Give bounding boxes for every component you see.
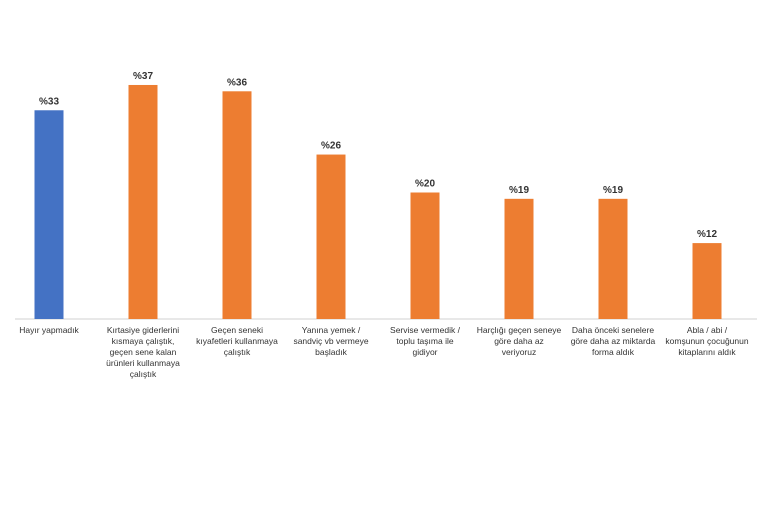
category-label-line: kitaplarını aldık [678,347,736,357]
bar-4 [316,154,346,319]
category-label-line: göre daha az miktarda [571,336,656,346]
category-label-line: Abla / abi / [687,325,728,335]
category-label-line: ürünleri kullanmaya [106,358,180,368]
bar-value-label-7: %19 [603,185,623,196]
bar-value-label-6: %19 [509,185,529,196]
bars-layer [34,84,722,320]
category-label-line: Servise vermedik / [390,325,461,335]
category-label-line: Daha önceki senelere [572,325,654,335]
category-label-5: Servise vermedik / toplu taşıma ile gidiyo… [390,325,461,357]
category-label-line: kısmaya çalıştık, [112,336,175,346]
category-label-6: Harçlığı geçen seneye göre daha az veriyor… [477,325,562,357]
category-label-line: komşunun çocuğunun [665,336,748,346]
bar-value-label-2: %37 [133,71,153,82]
bar-3 [222,91,252,319]
bar-value-label-1: %33 [39,96,59,107]
bar-2 [128,84,158,319]
category-label-line: kıyafetleri kullanmaya [196,336,278,346]
category-label-line: başladık [315,347,347,357]
category-label-7: Daha önceki senelere göre daha az miktard… [571,325,656,357]
category-label-line: Kırtasiye giderlerini [107,325,179,335]
bar-value-label-3: %36 [227,77,247,88]
category-label-line: çalıştık [130,369,157,379]
bar-5 [410,192,440,319]
category-labels-layer: Hayır yapmadık Kırtasiye giderlerini kısma… [19,325,749,379]
category-label-line: gidiyor [412,347,437,357]
category-label-3: Geçen seneki kıyafetleri kullanmaya çalışt… [196,325,278,357]
category-label-line: forma aldık [592,347,635,357]
bar-value-label-8: %12 [697,229,717,240]
bar-8 [692,243,722,319]
category-label-line: Yanına yemek / [302,325,361,335]
category-label-1: Hayır yapmadık [19,325,79,335]
bar-1 [34,110,64,320]
bar-6 [504,198,534,319]
category-label-4: Yanına yemek / sandviç vb vermeye başladık [293,325,368,357]
category-label-line: Hayır yapmadık [19,325,79,335]
category-label-line: veriyoruz [502,347,536,357]
bar-value-label-4: %26 [321,141,341,152]
category-label-line: sandviç vb vermeye [293,336,368,346]
category-label-line: Harçlığı geçen seneye [477,325,562,335]
bar-value-label-5: %20 [415,179,435,190]
category-label-2: Kırtasiye giderlerini kısmaya çalıştık, ge… [106,325,180,379]
category-label-line: göre daha az [494,336,544,346]
category-label-line: geçen sene kalan [110,347,177,357]
category-label-line: toplu taşıma ile [396,336,453,346]
category-label-line: çalıştık [224,347,251,357]
bar-7 [598,198,628,319]
value-labels-layer: %33 %37 %36 %26 %20 %19 %19 %12 [39,71,717,240]
category-label-line: Geçen seneki [211,325,263,335]
category-label-8: Abla / abi / komşunun çocuğunun kitapların… [665,325,748,357]
